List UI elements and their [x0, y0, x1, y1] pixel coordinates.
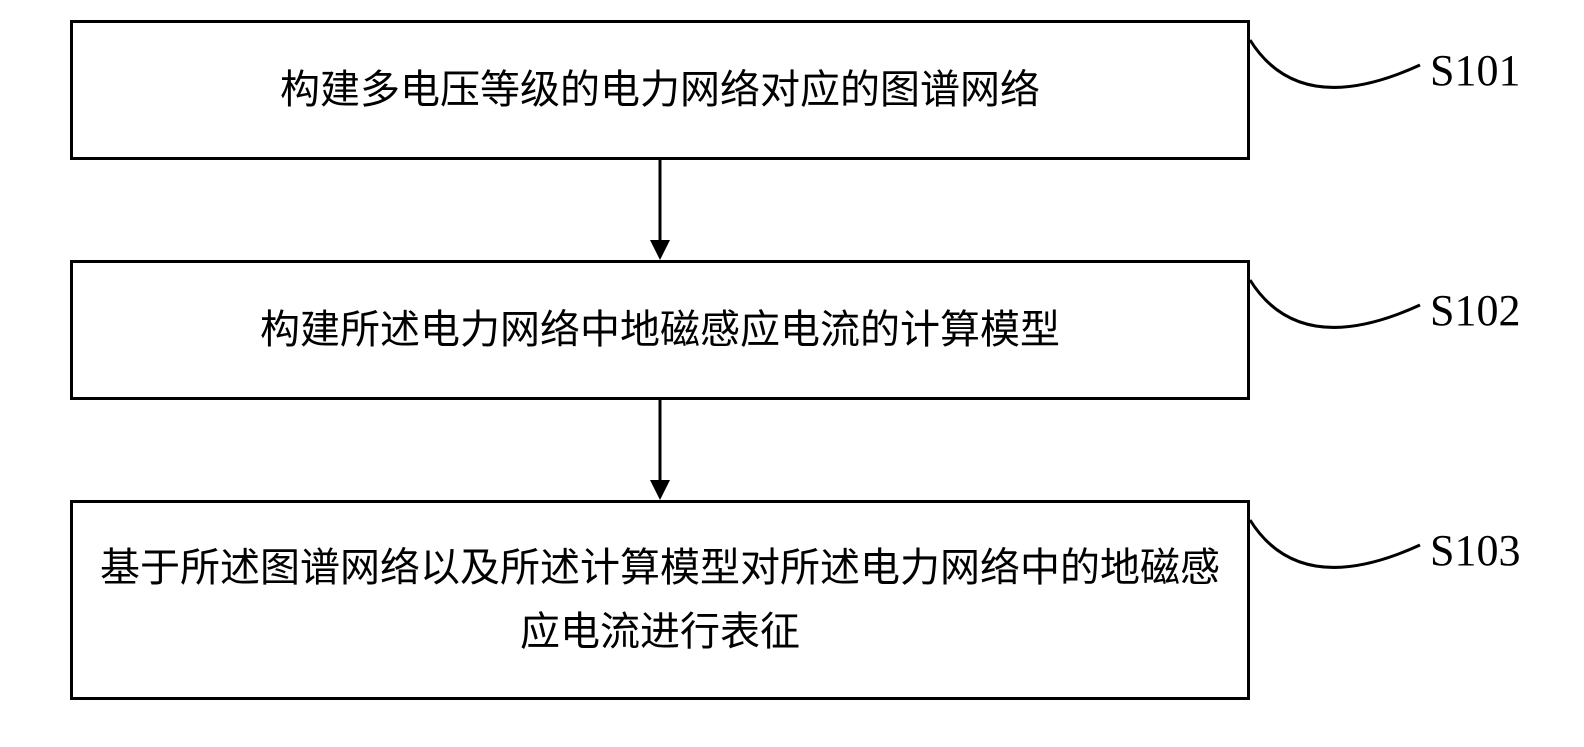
flow-step-1: 构建多电压等级的电力网络对应的图谱网络 [70, 20, 1250, 160]
flowchart-canvas: 构建多电压等级的电力网络对应的图谱网络 S101 构建所述电力网络中地磁感应电流… [0, 0, 1584, 747]
flow-step-1-text: 构建多电压等级的电力网络对应的图谱网络 [260, 58, 1060, 122]
flow-step-2-label: S102 [1430, 285, 1520, 336]
flow-step-3-text: 基于所述图谱网络以及所述计算模型对所述电力网络中的地磁感应电流进行表征 [73, 536, 1247, 664]
flow-step-3: 基于所述图谱网络以及所述计算模型对所述电力网络中的地磁感应电流进行表征 [70, 500, 1250, 700]
flow-step-2: 构建所述电力网络中地磁感应电流的计算模型 [70, 260, 1250, 400]
flow-step-1-label: S101 [1430, 45, 1520, 96]
flow-step-3-label: S103 [1430, 525, 1520, 576]
flow-step-2-text: 构建所述电力网络中地磁感应电流的计算模型 [240, 298, 1080, 362]
